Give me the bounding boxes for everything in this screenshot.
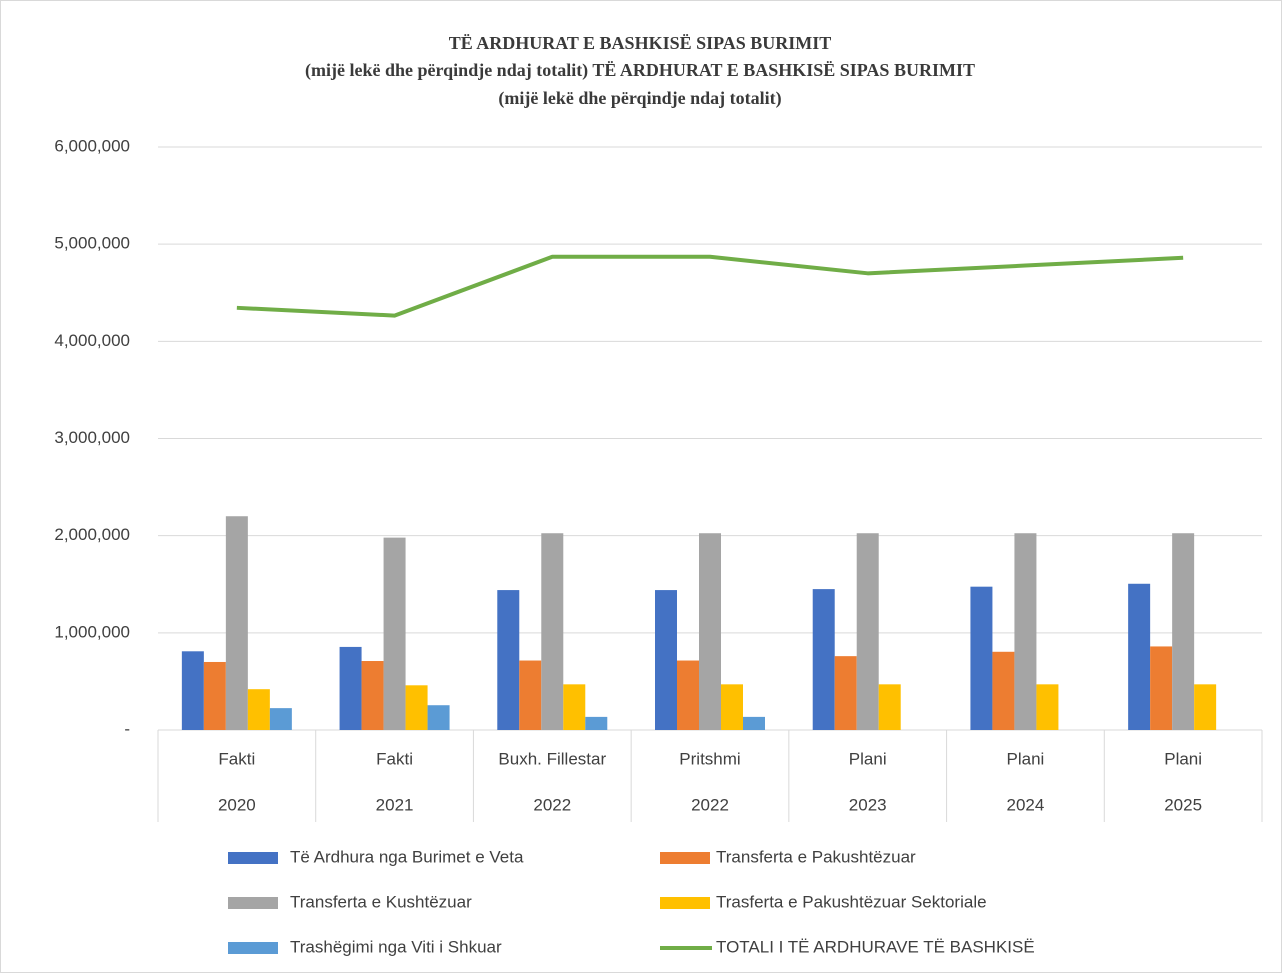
y-tick-label: 2,000,000 (54, 525, 130, 544)
bar (361, 661, 384, 730)
bar (383, 537, 406, 730)
legend-swatch (660, 897, 710, 909)
x-group-label: 2025 (1164, 795, 1202, 814)
bar (497, 590, 520, 730)
x-group-label: 2023 (849, 795, 887, 814)
legend-swatch (228, 852, 278, 864)
bar (699, 533, 721, 730)
bar (655, 590, 677, 730)
x-group-label: 2020 (218, 795, 256, 814)
y-tick-label: 4,000,000 (54, 331, 130, 350)
bar (1128, 583, 1151, 730)
legend-label: Transferta e Kushtëzuar (290, 892, 472, 911)
bar (1194, 684, 1217, 730)
line (236, 254, 1184, 318)
chart-title: TË ARDHURAT E BASHKISË SIPAS BURIMIT (449, 33, 832, 53)
x-group-label: 2024 (1007, 795, 1045, 814)
bar (677, 660, 699, 730)
x-tick-label: Plani (1007, 749, 1045, 768)
bar (519, 660, 542, 730)
x-group-label: 2022 (691, 795, 729, 814)
chart-title: (mijë lekë dhe përqindje ndaj totalit) (498, 88, 781, 109)
x-tick-label: Fakti (218, 749, 255, 768)
bar (541, 533, 564, 730)
legend-label: TOTALI I TË ARDHURAVE TË BASHKISË (716, 937, 1035, 956)
x-tick-label: Buxh. Fillestar (498, 749, 606, 768)
legend-label: Trasferta e Pakushtëzuar Sektoriale (716, 892, 987, 911)
bar (743, 716, 765, 730)
bar (247, 689, 270, 730)
y-tick-label: 3,000,000 (54, 428, 130, 447)
y-tick-label: - (124, 719, 130, 738)
x-group-label: 2022 (533, 795, 571, 814)
bar (563, 684, 586, 730)
bar (878, 684, 901, 730)
bar (970, 586, 993, 730)
y-tick-label: 1,000,000 (54, 622, 130, 641)
legend-label: Të Ardhura nga Burimet e Veta (290, 847, 524, 866)
y-tick-label: 6,000,000 (54, 136, 130, 155)
bar (992, 651, 1015, 730)
bar (1150, 646, 1173, 730)
bar (339, 646, 362, 730)
bar (834, 656, 857, 730)
bar (225, 516, 248, 730)
legend-swatch (660, 852, 710, 864)
chart-title: (mijë lekë dhe përqindje ndaj totalit) T… (305, 60, 975, 81)
bar (1172, 533, 1195, 730)
bar (1014, 533, 1037, 730)
x-tick-label: Plani (849, 749, 887, 768)
legend-label: Trashëgimi nga Viti i Shkuar (290, 937, 502, 956)
x-tick-label: Pritshmi (679, 749, 740, 768)
bar (427, 705, 450, 730)
x-tick-label: Plani (1164, 749, 1202, 768)
legend-label: Transferta e Pakushtëzuar (716, 847, 916, 866)
bar (1036, 684, 1059, 730)
x-tick-label: Fakti (376, 749, 413, 768)
bar (181, 651, 204, 730)
legend-swatch (228, 897, 278, 909)
bar (269, 708, 292, 730)
y-tick-label: 5,000,000 (54, 234, 130, 253)
legend-swatch (228, 942, 278, 954)
bar (856, 533, 879, 730)
bar (203, 661, 226, 730)
bar (721, 684, 743, 730)
bar (405, 685, 428, 730)
bar (812, 589, 835, 730)
bar (585, 716, 608, 730)
x-group-label: 2021 (376, 795, 414, 814)
